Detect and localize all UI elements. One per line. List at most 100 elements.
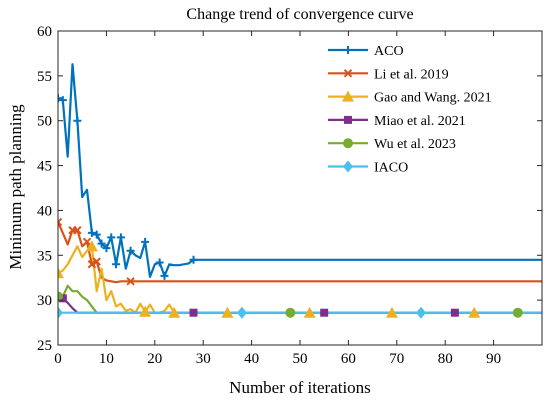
data-point-iaco [58, 306, 63, 319]
legend-label: IACO [374, 161, 408, 176]
data-point-li-et-al-2019 [126, 277, 135, 286]
x-tick-label: 80 [438, 351, 453, 367]
x-tick-label: 40 [244, 351, 259, 367]
x-tick-label: 50 [293, 351, 308, 367]
data-point-aco-shape [160, 271, 169, 280]
legend-swatch-marker-shape [342, 90, 354, 102]
legend-label: Li et al. 2019 [374, 67, 449, 82]
data-point-iaco-shape [58, 306, 63, 319]
legend-item-miao-et-al-2021: Miao et al. 2021 [328, 114, 466, 129]
data-point-gao-and-wang-2021 [168, 306, 181, 318]
data-point-li-et-al-2019-shape [82, 237, 92, 247]
data-point-gao-and-wang-2021 [221, 306, 234, 318]
data-point-aco-shape [141, 237, 150, 246]
data-point-gao-and-wang-2021-shape [468, 306, 481, 318]
data-point-gao-and-wang-2021 [58, 267, 64, 279]
data-point-miao-et-al-2021-shape [58, 294, 67, 303]
data-point-miao-et-al-2021-shape [189, 308, 198, 317]
data-point-aco [58, 94, 62, 103]
data-point-aco [160, 271, 169, 280]
data-point-li-et-al-2019 [73, 225, 82, 235]
data-point-aco-shape [58, 94, 62, 103]
data-point-aco-shape [107, 233, 116, 242]
legend-label: Miao et al. 2021 [374, 114, 466, 129]
data-point-aco [126, 246, 135, 255]
x-tick-label: 70 [389, 351, 404, 367]
legend-swatch-marker [343, 69, 353, 78]
legend-swatch-marker-shape [343, 138, 353, 149]
data-point-aco-shape [97, 239, 106, 248]
data-point-wu-et-al-2023-shape [58, 291, 63, 302]
legend-swatch-marker [343, 138, 353, 149]
x-axis-title: Number of iterations [229, 378, 371, 397]
legend-item-wu-et-al-2023: Wu et al. 2023 [328, 137, 456, 152]
x-tick-label: 60 [341, 351, 356, 367]
x-tick-label: 90 [486, 351, 501, 367]
legend-swatch-marker [344, 115, 352, 124]
data-point-aco-shape [116, 233, 125, 242]
legend-swatch-marker-shape [344, 46, 352, 54]
y-tick-label: 30 [37, 293, 52, 309]
data-point-gao-and-wang-2021-shape [385, 306, 398, 318]
legend-item-aco: ACO [328, 44, 404, 59]
legend-swatch-marker [342, 90, 354, 102]
data-point-wu-et-al-2023 [285, 307, 296, 318]
data-point-miao-et-al-2021 [320, 308, 329, 317]
y-tick-label: 25 [37, 338, 52, 354]
data-point-gao-and-wang-2021 [385, 306, 398, 318]
legend-label: Gao and Wang. 2021 [374, 91, 492, 106]
data-point-iaco-shape [236, 306, 247, 319]
data-point-gao-and-wang-2021-shape [85, 240, 98, 252]
data-point-miao-et-al-2021 [189, 308, 198, 317]
legend-swatch-marker-shape [343, 160, 353, 173]
data-point-aco [102, 244, 111, 253]
y-tick-label: 40 [37, 203, 52, 219]
data-point-aco [116, 233, 125, 242]
data-point-li-et-al-2019 [92, 257, 101, 266]
series-group [58, 63, 542, 319]
y-tick-label: 45 [37, 159, 52, 175]
legend-label: ACO [374, 44, 404, 59]
legend-item-li-et-al-2019: Li et al. 2019 [328, 67, 449, 82]
x-tick-label: 0 [54, 351, 62, 367]
data-point-gao-and-wang-2021 [303, 306, 316, 318]
data-point-li-et-al-2019 [58, 217, 63, 227]
data-point-aco [58, 96, 67, 105]
data-point-aco-shape [126, 246, 135, 255]
legend-swatch-marker [344, 46, 352, 54]
legend-label: Wu et al. 2023 [374, 137, 456, 152]
data-point-wu-et-al-2023-shape [285, 307, 296, 318]
data-point-li-et-al-2019 [87, 260, 97, 269]
data-point-miao-et-al-2021-shape [450, 308, 459, 317]
data-point-aco [107, 233, 116, 242]
data-point-gao-and-wang-2021 [85, 240, 98, 252]
data-point-wu-et-al-2023 [58, 291, 63, 302]
y-tick-label: 50 [37, 114, 52, 130]
data-point-aco-shape [92, 230, 101, 239]
legend-item-gao-and-wang-2021: Gao and Wang. 2021 [328, 90, 492, 106]
data-point-aco-shape [189, 255, 198, 264]
series-line-aco [58, 63, 542, 278]
data-point-aco-shape [73, 116, 82, 125]
data-point-aco [97, 239, 106, 248]
data-point-li-et-al-2019-shape [126, 277, 135, 286]
data-point-miao-et-al-2021 [58, 294, 67, 303]
y-tick-label: 55 [37, 69, 52, 85]
legend-swatch-marker-shape [343, 69, 353, 78]
data-point-gao-and-wang-2021-shape [139, 305, 152, 317]
data-point-gao-and-wang-2021-shape [168, 306, 181, 318]
data-point-aco-shape [58, 96, 67, 105]
data-point-li-et-al-2019-shape [87, 260, 97, 269]
plot-area: 0 10 20 30 40 50 60 70 80 90 25 30 35 40 45 50 55 60 ACO Li… [37, 24, 543, 367]
x-tick-label: 10 [99, 351, 114, 367]
data-point-li-et-al-2019-shape [58, 217, 63, 227]
data-point-miao-et-al-2021-shape [320, 308, 329, 317]
data-point-aco [155, 258, 164, 267]
data-point-aco-shape [112, 260, 121, 269]
data-point-aco [112, 260, 121, 269]
data-point-aco [141, 237, 150, 246]
data-point-li-et-al-2019 [82, 237, 92, 247]
data-point-aco-shape [155, 258, 164, 267]
